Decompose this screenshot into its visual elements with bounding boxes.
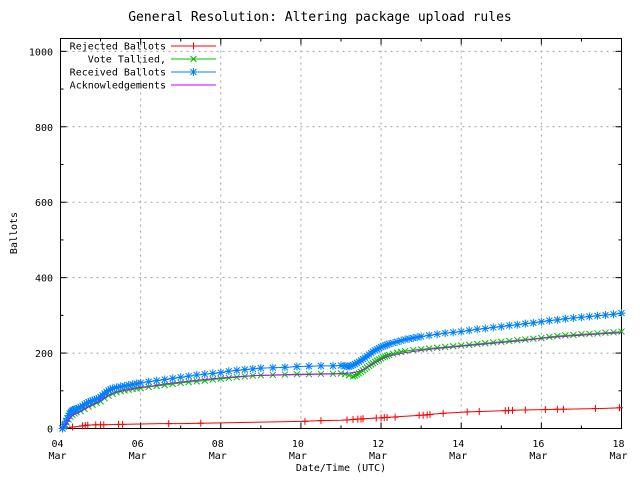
x-tick-label-month: Mar — [369, 451, 387, 462]
x-tick-label-day: 16 — [532, 439, 544, 450]
chart-grid — [60, 38, 622, 429]
legend-entry-received-ballots: Received Ballots — [70, 68, 216, 79]
y-tick-label: 600 — [35, 198, 53, 209]
y-tick-label: 200 — [35, 349, 53, 360]
legend-entry-vote-tallied: Vote Tallied, — [88, 55, 216, 66]
axis-tick-labels: 0200400600800100004Mar06Mar08Mar10Mar12M… — [29, 47, 628, 462]
x-tick-label-day: 10 — [292, 439, 304, 450]
legend-label: Acknowledgements — [70, 81, 166, 92]
series-markers-vote-tallied — [59, 328, 625, 432]
series-acknowledgements — [62, 332, 622, 429]
series-line-acknowledgements — [62, 332, 622, 429]
y-tick-label: 400 — [35, 274, 53, 285]
y-tick-label: 0 — [47, 425, 53, 436]
x-tick-label-month: Mar — [129, 451, 147, 462]
x-tick-label-day: 06 — [132, 439, 144, 450]
x-tick-label-month: Mar — [289, 451, 307, 462]
legend-label: Rejected Ballots — [70, 42, 166, 53]
legend-label: Vote Tallied, — [88, 55, 166, 66]
x-tick-label-month: Mar — [209, 451, 227, 462]
chart-border-and-ticks — [60, 38, 622, 429]
series-line-received-ballots — [62, 312, 622, 429]
series-line-rejected-ballots — [64, 407, 622, 429]
y-tick-label: 800 — [35, 123, 53, 134]
x-tick-label-day: 08 — [212, 439, 224, 450]
legend-sample-marker — [190, 55, 197, 63]
x-tick-label-month: Mar — [48, 451, 66, 462]
y-axis-label: Ballots — [9, 212, 20, 254]
plot-border — [60, 38, 622, 429]
x-tick-label-day: 14 — [452, 439, 464, 450]
legend-entry-acknowledgements: Acknowledgements — [70, 81, 216, 92]
x-tick-label-month: Mar — [609, 451, 627, 462]
chart-legend: Rejected Ballots Vote Tallied, Received Ba… — [70, 42, 216, 92]
legend-label: Received Ballots — [70, 68, 166, 79]
series-markers-rejected-ballots — [69, 404, 623, 431]
series-received-ballots — [58, 309, 626, 433]
x-axis-label: Date/Time (UTC) — [296, 463, 386, 474]
x-tick-label-day: 18 — [612, 439, 624, 450]
x-tick-label-day: 12 — [372, 439, 384, 450]
series-markers-received-ballots — [58, 309, 626, 433]
legend-sample-marker — [190, 42, 197, 50]
chart-series — [58, 309, 626, 433]
x-tick-label-month: Mar — [449, 451, 467, 462]
x-tick-label-day: 04 — [51, 439, 63, 450]
series-vote-tallied — [59, 328, 625, 432]
x-tick-label-month: Mar — [529, 451, 547, 462]
y-tick-label: 1000 — [29, 47, 53, 58]
series-rejected-ballots — [64, 404, 623, 431]
legend-sample-marker — [189, 68, 198, 76]
legend-entry-rejected-ballots: Rejected Ballots — [70, 42, 216, 53]
chart-title: General Resolution: Altering package upl… — [128, 10, 512, 25]
